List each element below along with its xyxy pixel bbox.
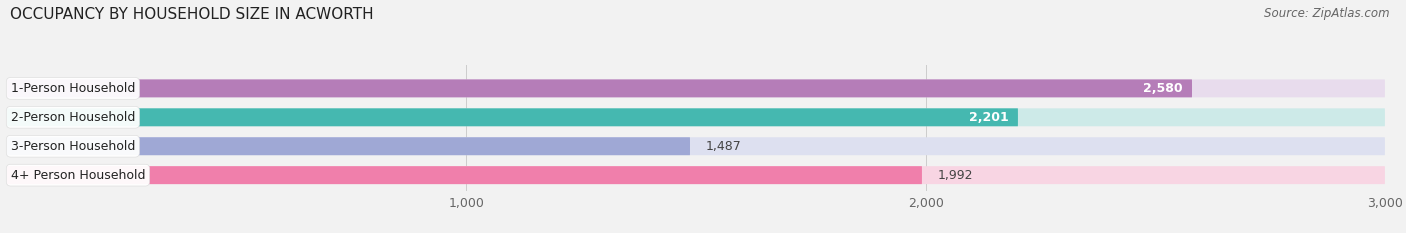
Text: 2,201: 2,201 <box>969 111 1008 124</box>
Text: 2,580: 2,580 <box>1143 82 1182 95</box>
FancyBboxPatch shape <box>7 166 1385 184</box>
FancyBboxPatch shape <box>7 166 922 184</box>
FancyBboxPatch shape <box>7 108 1385 126</box>
Text: OCCUPANCY BY HOUSEHOLD SIZE IN ACWORTH: OCCUPANCY BY HOUSEHOLD SIZE IN ACWORTH <box>10 7 374 22</box>
FancyBboxPatch shape <box>7 137 1385 155</box>
Text: Source: ZipAtlas.com: Source: ZipAtlas.com <box>1264 7 1389 20</box>
Text: 1,487: 1,487 <box>706 140 742 153</box>
Text: 3-Person Household: 3-Person Household <box>11 140 135 153</box>
Text: 1,992: 1,992 <box>938 169 973 182</box>
FancyBboxPatch shape <box>7 79 1385 97</box>
Text: 2-Person Household: 2-Person Household <box>11 111 135 124</box>
Text: 4+ Person Household: 4+ Person Household <box>11 169 145 182</box>
Text: 1-Person Household: 1-Person Household <box>11 82 135 95</box>
FancyBboxPatch shape <box>7 108 1018 126</box>
FancyBboxPatch shape <box>7 137 690 155</box>
FancyBboxPatch shape <box>7 79 1192 97</box>
